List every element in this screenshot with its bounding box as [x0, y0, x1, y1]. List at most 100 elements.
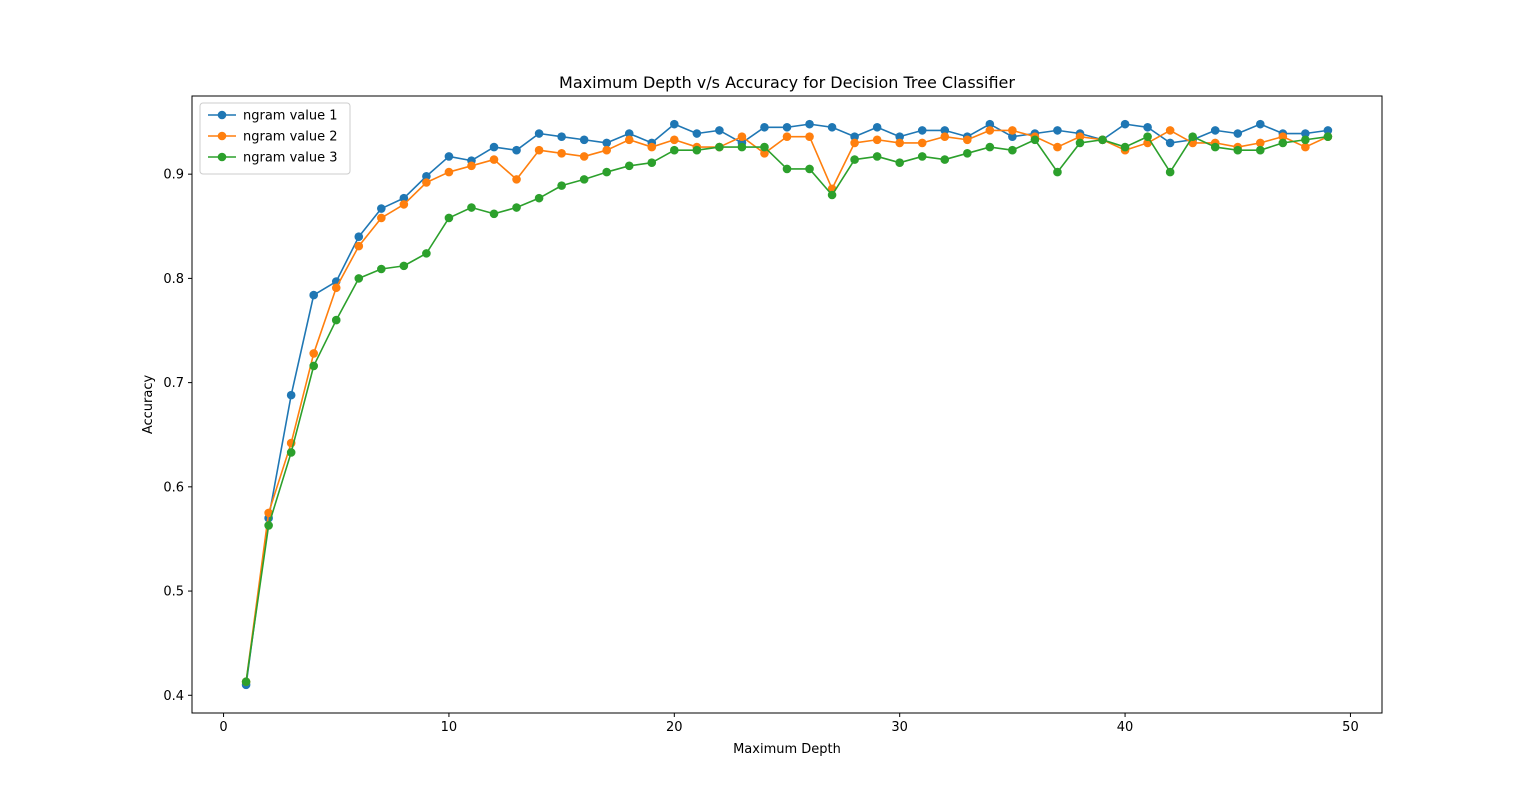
data-point	[489, 142, 499, 152]
data-point	[1233, 129, 1243, 138]
data-point	[940, 155, 950, 164]
data-point	[602, 138, 611, 148]
data-point	[1120, 142, 1130, 152]
data-point	[557, 132, 566, 141]
data-point	[827, 190, 837, 200]
y-tick-label: 0.7	[163, 376, 184, 391]
data-point	[512, 203, 521, 212]
plot-frame	[191, 95, 1383, 714]
data-point	[872, 122, 882, 132]
data-point	[670, 135, 679, 145]
data-point	[602, 167, 611, 177]
data-point	[377, 264, 386, 274]
data-point	[512, 175, 521, 184]
y-tick-label: 0.9	[163, 168, 184, 183]
data-point	[1143, 132, 1152, 141]
data-point	[624, 135, 634, 145]
data-point	[692, 129, 702, 138]
data-point	[647, 142, 657, 152]
data-point	[850, 132, 859, 141]
legend-label: ngram value 2	[243, 130, 338, 145]
data-point	[309, 349, 319, 358]
data-point	[872, 152, 882, 161]
data-point	[512, 145, 521, 155]
data-point	[467, 161, 476, 171]
data-point	[624, 129, 634, 138]
data-point	[917, 152, 927, 161]
data-point	[715, 126, 724, 135]
data-point	[963, 135, 972, 145]
data-point	[1255, 138, 1265, 148]
data-point	[782, 164, 792, 174]
data-point	[940, 132, 950, 141]
data-point	[377, 204, 386, 213]
data-point	[940, 126, 950, 135]
data-point	[444, 213, 454, 223]
data-point	[715, 142, 724, 152]
data-point	[985, 126, 995, 135]
data-point	[1008, 132, 1017, 141]
x-axis-title: Maximum Depth	[733, 742, 841, 757]
data-point	[850, 155, 859, 164]
data-point	[354, 232, 364, 242]
data-point	[444, 167, 454, 177]
data-point	[1165, 138, 1175, 148]
data-point	[331, 315, 341, 325]
y-axis: 0.4 0.5 0.6 0.7 0.8 0.9	[163, 168, 192, 704]
data-point	[670, 145, 679, 155]
data-point	[1301, 135, 1310, 145]
data-point	[782, 122, 792, 132]
data-point	[1143, 122, 1152, 132]
data-point	[1165, 126, 1175, 135]
data-point	[557, 181, 566, 190]
data-point	[985, 142, 995, 152]
y-axis-title: Accuracy	[141, 375, 156, 435]
data-point	[1075, 138, 1085, 148]
legend-marker	[217, 152, 227, 162]
data-point	[1053, 126, 1062, 135]
data-point	[760, 149, 769, 158]
data-point	[1301, 129, 1310, 138]
data-point	[624, 161, 634, 171]
data-point	[670, 119, 679, 129]
data-point	[1255, 145, 1265, 155]
y-tick-label: 0.4	[163, 689, 184, 704]
x-tick-label: 10	[441, 720, 458, 735]
legend: ngram value 1 ngram value 2 ngram value 3	[199, 102, 351, 175]
data-point	[534, 193, 544, 203]
data-point	[760, 142, 769, 152]
x-tick-label: 50	[1342, 720, 1359, 735]
data-point	[1008, 126, 1017, 135]
y-tick-label: 0.8	[163, 272, 184, 287]
data-point	[1120, 119, 1130, 129]
data-point	[1165, 167, 1175, 177]
data-point	[399, 193, 409, 203]
data-point	[737, 142, 747, 152]
data-point	[963, 149, 972, 158]
data-point	[850, 138, 859, 148]
data-point	[579, 135, 589, 145]
legend-marker	[217, 110, 227, 120]
data-point	[377, 213, 386, 223]
data-point	[827, 122, 837, 132]
data-point	[354, 241, 364, 251]
data-point	[1323, 132, 1333, 141]
data-point	[422, 178, 431, 187]
data-point	[1301, 142, 1310, 152]
data-point	[872, 135, 882, 145]
data-point	[1278, 132, 1288, 141]
data-point	[534, 129, 544, 138]
data-point	[1188, 132, 1197, 141]
data-point	[1233, 145, 1243, 155]
legend-label: ngram value 1	[243, 109, 338, 124]
data-point	[444, 152, 454, 161]
data-point	[647, 158, 657, 168]
data-point	[602, 145, 611, 155]
data-point	[1075, 132, 1085, 141]
data-point	[805, 119, 814, 129]
data-point	[1053, 142, 1062, 152]
data-point	[895, 158, 904, 168]
data-point	[579, 175, 589, 184]
data-point	[579, 152, 589, 161]
